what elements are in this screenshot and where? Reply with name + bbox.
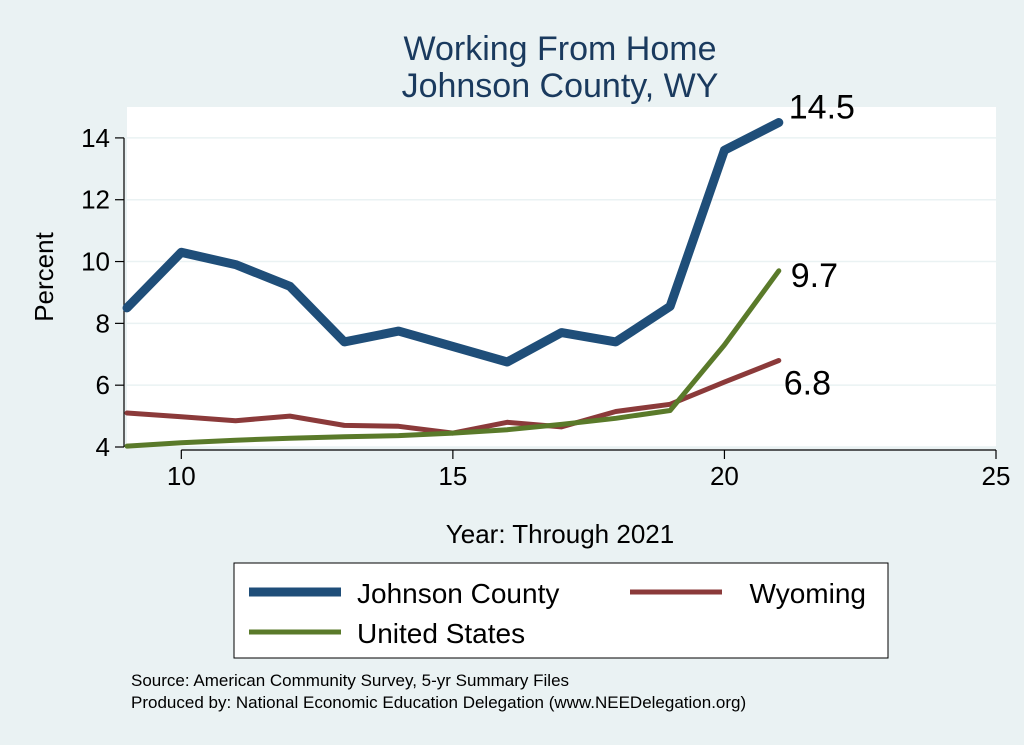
title-line-1: Working From Home bbox=[404, 30, 717, 68]
footnotes: Source: American Community Survey, 5-yr … bbox=[131, 671, 746, 712]
producer-note: Produced by: National Economic Education… bbox=[131, 693, 746, 712]
axes: 4 6 8 10 12 14 10 15 20 25 bbox=[81, 123, 1010, 491]
series-line-johnson-county bbox=[122, 118, 784, 367]
series-lines bbox=[122, 118, 784, 449]
x-tick-label-20: 20 bbox=[710, 461, 739, 491]
y-tick-label-6: 6 bbox=[96, 370, 110, 400]
x-tick-label-25: 25 bbox=[982, 461, 1011, 491]
x-tick-label-15: 15 bbox=[438, 461, 467, 491]
y-tick-label-12: 12 bbox=[81, 185, 110, 215]
gridlines bbox=[127, 137, 996, 448]
legend-label-johnson-county: Johnson County bbox=[357, 578, 559, 609]
legend-label-wyoming: Wyoming bbox=[750, 578, 866, 609]
end-label-johnson-county: 14.5 bbox=[789, 88, 855, 126]
end-label-wyoming: 6.8 bbox=[784, 364, 831, 402]
y-tick-label-8: 8 bbox=[96, 308, 110, 338]
end-label-united-states: 9.7 bbox=[791, 257, 838, 295]
y-tick-label-14: 14 bbox=[81, 123, 110, 153]
y-axis-title: Percent bbox=[29, 231, 59, 321]
x-axis-title: Year: Through 2021 bbox=[446, 519, 674, 549]
source-note: Source: American Community Survey, 5-yr … bbox=[131, 671, 569, 690]
legend-label-united-states: United States bbox=[357, 618, 525, 649]
chart-title: Working From Home Johnson County, WY bbox=[402, 30, 719, 105]
x-tick-label-10: 10 bbox=[167, 461, 196, 491]
series-line-united-states bbox=[124, 268, 782, 449]
y-tick-label-10: 10 bbox=[81, 247, 110, 277]
y-tick-label-4: 4 bbox=[96, 432, 110, 462]
title-line-2: Johnson County, WY bbox=[402, 67, 719, 105]
legend: Johnson County Wyoming United States bbox=[233, 562, 889, 659]
legend-box bbox=[233, 562, 889, 659]
end-labels: 14.5 6.8 9.7 bbox=[784, 88, 855, 402]
